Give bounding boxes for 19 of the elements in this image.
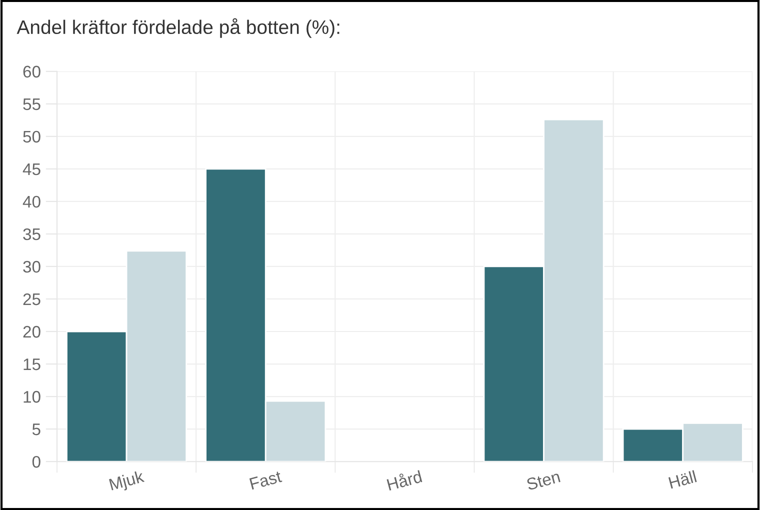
chart-title: Andel kräftor fördelade på botten (%): [16, 18, 340, 38]
y-tick-label: 25 [23, 293, 40, 306]
y-tick-label: 15 [24, 358, 40, 370]
x-tick-label: Häll [668, 470, 697, 489]
y-tick-label: 10 [24, 390, 40, 403]
y-tick-label: 40 [22, 196, 40, 208]
y-tick-label: 20 [23, 326, 40, 338]
y-tick-label: 35 [23, 228, 40, 240]
x-tick-label: Mjuk [108, 470, 146, 494]
x-tick-label: Hård [386, 468, 422, 491]
x-tick-label: Fast [249, 470, 282, 490]
y-tick-label: 60 [23, 66, 40, 78]
y-tick-label: 45 [22, 164, 40, 176]
y-tick-label: 50 [23, 130, 40, 143]
x-tick-label: Sten [526, 470, 560, 490]
y-tick-label: 30 [23, 260, 40, 273]
y-tick-label: 55 [23, 98, 40, 110]
y-tick-label: 0 [32, 456, 40, 468]
y-tick-label: 5 [32, 424, 40, 436]
